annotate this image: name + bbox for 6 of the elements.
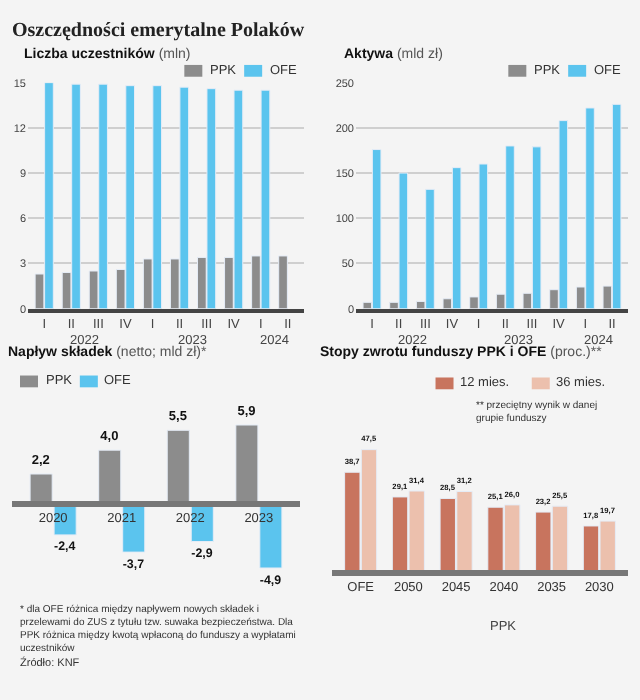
bar [235,424,259,504]
bar [98,449,122,504]
bar [29,473,53,504]
text: Oszczędności emerytalne Polaków [12,20,306,42]
bar [278,255,288,309]
bar [166,429,190,504]
